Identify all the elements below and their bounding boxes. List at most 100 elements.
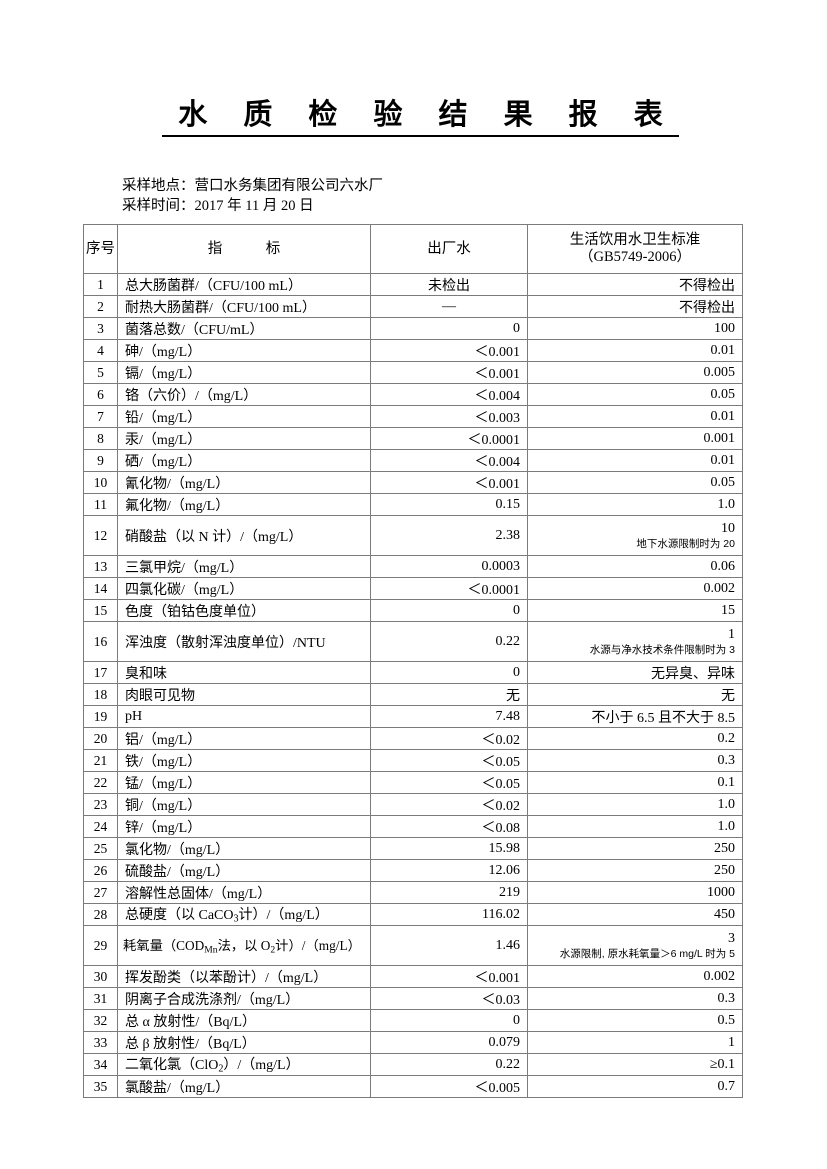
sampling-time: 采样时间：2017 年 11 月 20 日	[122, 198, 314, 214]
row-outlet-value: ＜0.02	[370, 793, 528, 816]
row-indicator: 挥发酚类（以苯酚计）/（mg/L）	[117, 965, 371, 988]
row-number: 3	[83, 317, 118, 340]
row-indicator: 氯酸盐/（mg/L）	[117, 1075, 371, 1098]
table-row: 17 臭和味 0 无异臭、异味	[83, 661, 743, 684]
row-outlet-value: 219	[370, 881, 528, 904]
table-row: 10 氰化物/（mg/L） ＜0.001 0.05	[83, 471, 743, 494]
row-outlet-value: ＜0.001	[370, 471, 528, 494]
row-standard-value: 0.1	[527, 771, 743, 794]
row-number: 16	[83, 621, 118, 662]
header-standard-line1: 生活饮用水卫生标准	[569, 232, 701, 248]
row-indicator: 铅/（mg/L）	[117, 405, 371, 428]
row-outlet-value: 0	[370, 661, 528, 684]
row-standard-value: 0.002	[527, 965, 743, 988]
row-indicator: 溶解性总固体/（mg/L）	[117, 881, 371, 904]
row-number: 6	[83, 383, 118, 406]
row-number: 22	[83, 771, 118, 794]
table-row: 8 汞/（mg/L） ＜0.0001 0.001	[83, 427, 743, 450]
row-standard-value: 0.01	[527, 449, 743, 472]
row-standard-main: 1	[728, 626, 735, 642]
row-indicator: 总 β 放射性/（Bq/L）	[117, 1031, 371, 1054]
row-number: 7	[83, 405, 118, 428]
row-outlet-value: ＜0.005	[370, 1075, 528, 1098]
row-number: 26	[83, 859, 118, 882]
row-indicator: 铬（六价）/（mg/L）	[117, 383, 371, 406]
table-row: 16 浑浊度（散射浑浊度单位）/NTU 0.22 1 水源与净水技术条件限制时为 3	[83, 621, 743, 662]
row-indicator: 三氯甲烷/（mg/L）	[117, 555, 371, 578]
row-outlet-value: 0	[370, 1009, 528, 1032]
row-outlet-value: 2.38	[370, 515, 528, 556]
row-standard-value: 450	[527, 903, 743, 926]
row-outlet-value: ＜0.05	[370, 749, 528, 772]
row-number: 25	[83, 837, 118, 860]
row-indicator: 阴离子合成洗涤剂/（mg/L）	[117, 987, 371, 1010]
row-standard-value: 0.3	[527, 749, 743, 772]
page-title: 水 质 检 验 结 果 报 表	[0, 99, 827, 137]
row-outlet-value: 7.48	[370, 705, 528, 728]
table-row: 9 硒/（mg/L） ＜0.004 0.01	[83, 449, 743, 472]
table-row: 27 溶解性总固体/（mg/L） 219 1000	[83, 881, 743, 904]
row-standard-value: 0.7	[527, 1075, 743, 1098]
row-outlet-value: ＜0.003	[370, 405, 528, 428]
row-outlet-value: ＜0.004	[370, 383, 528, 406]
row-outlet-value: ＜0.03	[370, 987, 528, 1010]
row-outlet-value: ＜0.001	[370, 965, 528, 988]
table-row: 12 硝酸盐（以 N 计）/（mg/L） 2.38 10 地下水源限制时为 20	[83, 515, 743, 556]
row-standard-value: 0.01	[527, 405, 743, 428]
row-number: 8	[83, 427, 118, 450]
row-standard-value: 0.05	[527, 471, 743, 494]
row-standard-value: 3 水源限制, 原水耗氧量＞6 mg/L 时为 5	[527, 925, 743, 966]
row-outlet-value: ＜0.001	[370, 361, 528, 384]
row-standard-note: 地下水源限制时为 20	[636, 537, 735, 550]
row-standard-main: 3	[728, 930, 735, 946]
table-row: 20 铝/（mg/L） ＜0.02 0.2	[83, 727, 743, 750]
row-number: 27	[83, 881, 118, 904]
table-row: 34 二氧化氯（ClO2）/（mg/L） 0.22 ≥0.1	[83, 1053, 743, 1076]
table-row: 14 四氯化碳/（mg/L） ＜0.0001 0.002	[83, 577, 743, 600]
row-outlet-value: ＜0.05	[370, 771, 528, 794]
table-row: 5 镉/（mg/L） ＜0.001 0.005	[83, 361, 743, 384]
sampling-location: 采样地点：营口水务集团有限公司六水厂	[122, 178, 383, 194]
row-indicator: 铜/（mg/L）	[117, 793, 371, 816]
row-standard-value: 不小于 6.5 且不大于 8.5	[527, 705, 743, 728]
row-standard-note: 水源与净水技术条件限制时为 3	[589, 643, 735, 656]
row-number: 19	[83, 705, 118, 728]
header-standard: 生活饮用水卫生标准 （GB5749-2006）	[527, 224, 743, 274]
row-standard-value: 0.01	[527, 339, 743, 362]
table-row: 26 硫酸盐/（mg/L） 12.06 250	[83, 859, 743, 882]
row-indicator: 锌/（mg/L）	[117, 815, 371, 838]
row-indicator: 铁/（mg/L）	[117, 749, 371, 772]
row-indicator: 耐热大肠菌群/（CFU/100 mL）	[117, 295, 371, 318]
table-row: 25 氯化物/（mg/L） 15.98 250	[83, 837, 743, 860]
row-number: 32	[83, 1009, 118, 1032]
row-outlet-value: 12.06	[370, 859, 528, 882]
row-number: 4	[83, 339, 118, 362]
row-standard-value: 不得检出	[527, 295, 743, 318]
row-outlet-value: ＜0.004	[370, 449, 528, 472]
table-row: 2 耐热大肠菌群/（CFU/100 mL） — 不得检出	[83, 295, 743, 318]
row-standard-main: 10	[721, 520, 735, 536]
row-standard-value: 10 地下水源限制时为 20	[527, 515, 743, 556]
row-outlet-value: 无	[370, 683, 528, 706]
row-outlet-value: 0	[370, 599, 528, 622]
table-row: 19 pH 7.48 不小于 6.5 且不大于 8.5	[83, 705, 743, 728]
row-number: 20	[83, 727, 118, 750]
row-indicator: 铝/（mg/L）	[117, 727, 371, 750]
row-indicator: 色度（铂钴色度单位）	[117, 599, 371, 622]
row-indicator: 硫酸盐/（mg/L）	[117, 859, 371, 882]
row-outlet-value: 116.02	[370, 903, 528, 926]
row-indicator: pH	[117, 705, 371, 728]
row-indicator: 耗氧量（CODMn法，以 O2计）/（mg/L）	[117, 925, 371, 966]
row-standard-value: 1.0	[527, 493, 743, 516]
row-standard-value: 1	[527, 1031, 743, 1054]
row-standard-value: 1 水源与净水技术条件限制时为 3	[527, 621, 743, 662]
table-row: 15 色度（铂钴色度单位） 0 15	[83, 599, 743, 622]
row-indicator: 总 α 放射性/（Bq/L）	[117, 1009, 371, 1032]
table-row: 32 总 α 放射性/（Bq/L） 0 0.5	[83, 1009, 743, 1032]
table-row: 21 铁/（mg/L） ＜0.05 0.3	[83, 749, 743, 772]
table-row: 29 耗氧量（CODMn法，以 O2计）/（mg/L） 1.46 3 水源限制, 原水耗…	[83, 925, 743, 966]
row-indicator: 菌落总数/（CFU/mL）	[117, 317, 371, 340]
row-number: 29	[83, 925, 118, 966]
row-number: 33	[83, 1031, 118, 1054]
row-standard-value: 0.2	[527, 727, 743, 750]
